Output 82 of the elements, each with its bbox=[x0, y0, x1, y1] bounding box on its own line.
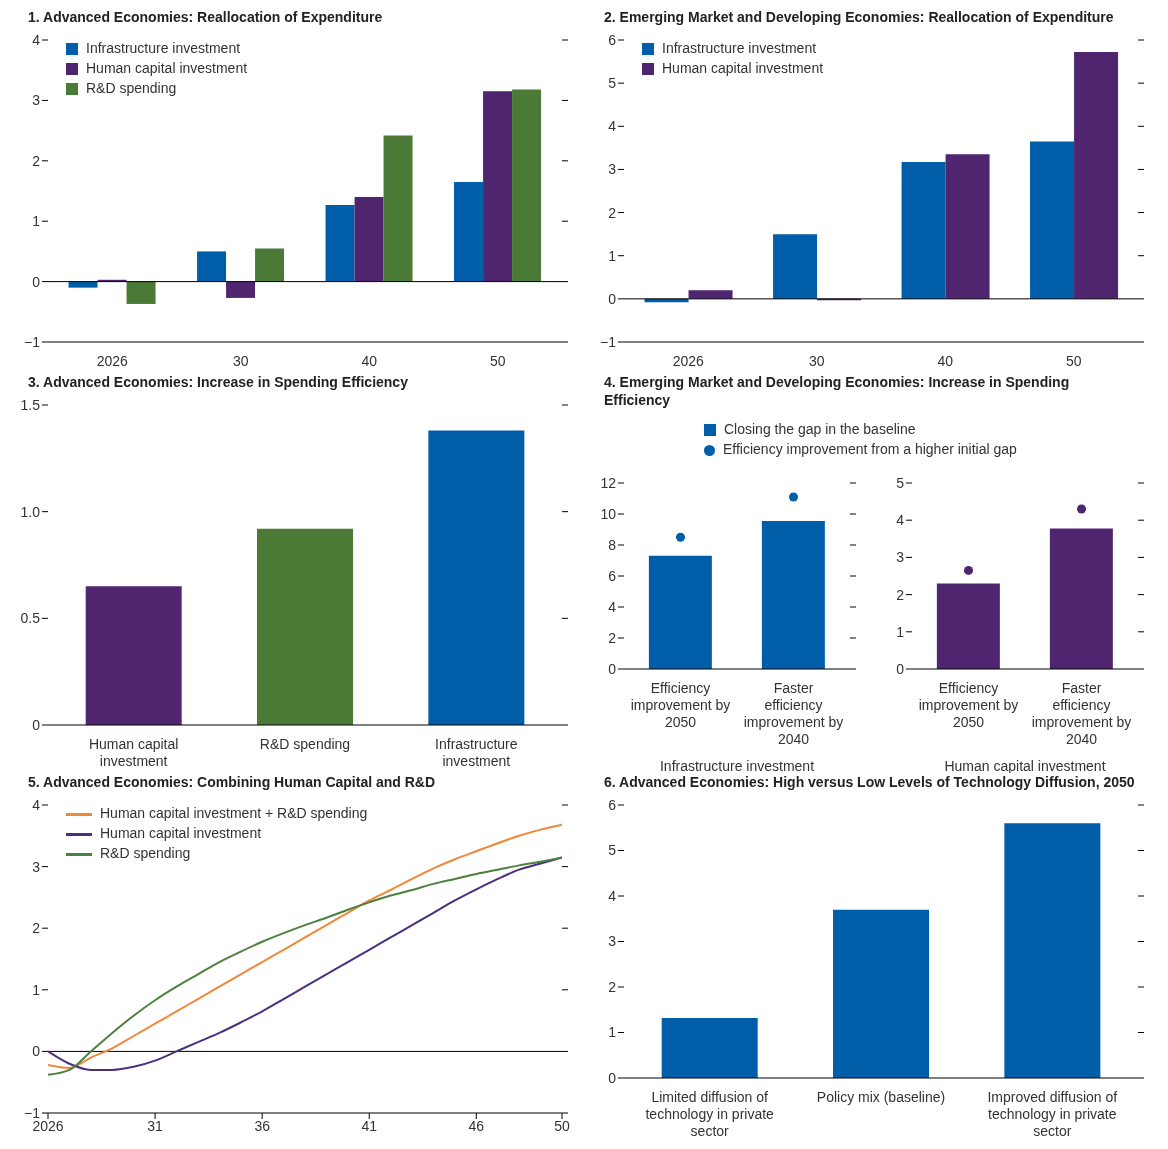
y-tick-label: 0 bbox=[32, 1043, 41, 1060]
x-tick-label: Human capital investment bbox=[88, 736, 179, 769]
y-tick-label: 0.5 bbox=[20, 610, 41, 627]
y-tick-label: 2 bbox=[32, 152, 41, 169]
y-tick-label: 3 bbox=[32, 92, 41, 109]
legend-label: Closing the gap in the baseline bbox=[723, 420, 917, 439]
legend-label: R&D spending bbox=[99, 844, 192, 863]
y-tick-label: 3 bbox=[608, 933, 617, 950]
chart-title: 2. Emerging Market and Developing Economies: Reallocation of Expenditure bbox=[603, 8, 1115, 27]
x-tick-label: Infrastructure investment bbox=[435, 736, 518, 769]
x-tick-label: 50 bbox=[489, 353, 506, 369]
x-tick-label: 50 bbox=[554, 1117, 570, 1134]
legend-label: Infrastructure investment bbox=[85, 39, 242, 58]
x-tick-label: 31 bbox=[147, 1117, 164, 1134]
y-tick-label: 4 bbox=[32, 796, 41, 813]
x-tick-label: R&D spending bbox=[259, 736, 351, 752]
y-tick-label: 2 bbox=[32, 920, 41, 937]
y-tick-label: 2 bbox=[608, 978, 617, 995]
y-tick-label: 1 bbox=[32, 981, 41, 998]
y-tick-label: 5 bbox=[608, 842, 617, 859]
x-tick-label: 2026 bbox=[672, 353, 705, 369]
y-tick-label: 1 bbox=[896, 623, 905, 640]
y-tick-label: 4 bbox=[896, 512, 905, 529]
x-tick-label: 50 bbox=[1065, 353, 1082, 369]
y-tick-label: 4 bbox=[608, 118, 617, 135]
x-tick-label: Efficiency improvement by 2050 bbox=[918, 680, 1019, 730]
legend-label: Human capital investment bbox=[85, 59, 248, 78]
y-tick-label: 5 bbox=[896, 474, 905, 491]
y-tick-label: 6 bbox=[608, 796, 617, 813]
x-tick-label: 30 bbox=[808, 353, 825, 369]
x-tick-label: 30 bbox=[232, 353, 249, 369]
legend-label: Human capital investment + R&D spending bbox=[99, 804, 368, 823]
y-tick-label: 2 bbox=[608, 629, 617, 646]
y-tick-label: 2 bbox=[608, 204, 617, 221]
y-tick-label: 4 bbox=[32, 31, 41, 48]
x-tick-label: Policy mix (baseline) bbox=[816, 1089, 946, 1105]
y-tick-label: 4 bbox=[608, 887, 617, 904]
x-tick-label: 40 bbox=[361, 353, 378, 369]
x-tick-label: Improved diffusion of technology in private sector bbox=[987, 1089, 1118, 1139]
legend-label: Efficiency improvement from a higher initial gap bbox=[722, 440, 1017, 459]
legend-label: R&D spending bbox=[85, 79, 178, 98]
x-tick-label: Limited diffusion of technology in private sector bbox=[645, 1089, 775, 1139]
x-tick-label: 40 bbox=[937, 353, 954, 369]
x-tick-label: 2026 bbox=[96, 353, 129, 369]
legend-label: Infrastructure investment bbox=[661, 39, 818, 58]
y-tick-label: 1.0 bbox=[20, 503, 41, 520]
y-tick-label: 3 bbox=[32, 858, 41, 875]
legend-label: Human capital investment bbox=[661, 59, 824, 78]
y-tick-label: 0 bbox=[32, 716, 41, 733]
y-tick-label: 2 bbox=[896, 586, 905, 603]
chart-title: 3. Advanced Economies: Increase in Spending Efficiency bbox=[27, 373, 409, 392]
x-tick-label: Faster efficiency improvement by 2040 bbox=[1031, 680, 1132, 747]
y-tick-label: 1 bbox=[32, 213, 41, 230]
y-tick-label: 8 bbox=[608, 536, 617, 553]
y-tick-label: −1 bbox=[24, 333, 41, 350]
x-tick-label: Efficiency improvement by 2050 bbox=[630, 680, 731, 730]
chart-title: 5. Advanced Economies: Combining Human Capital and R&D bbox=[27, 773, 437, 792]
x-tick-label: 46 bbox=[468, 1117, 485, 1134]
y-tick-label: 6 bbox=[608, 567, 617, 584]
y-tick-label: 12 bbox=[600, 474, 617, 491]
chart-title: 4. Emerging Market and Developing Economies: Increase in Spending Efficiency bbox=[603, 373, 1071, 409]
x-tick-label: Faster efficiency improvement by 2040 bbox=[743, 680, 844, 747]
y-tick-label: 4 bbox=[608, 598, 617, 615]
chart-title: 6. Advanced Economies: High versus Low Levels of Technology Diffusion, 2050 bbox=[603, 773, 1136, 792]
chart-title: 1. Advanced Economies: Reallocation of Expenditure bbox=[27, 8, 384, 27]
x-tick-label: 41 bbox=[361, 1117, 378, 1134]
y-tick-label: 6 bbox=[608, 31, 617, 48]
y-tick-label: 5 bbox=[608, 75, 617, 92]
legend-label: Human capital investment bbox=[99, 824, 263, 843]
y-tick-label: 1.5 bbox=[20, 396, 41, 413]
y-tick-label: 1 bbox=[608, 1024, 617, 1041]
y-tick-label: 1 bbox=[608, 247, 617, 264]
y-tick-label: 0 bbox=[608, 1069, 617, 1086]
y-tick-label: 3 bbox=[608, 161, 617, 178]
y-tick-label: 0 bbox=[608, 290, 617, 307]
y-tick-label: 0 bbox=[32, 273, 41, 290]
y-tick-label: 10 bbox=[600, 505, 617, 522]
x-tick-label: 36 bbox=[254, 1117, 271, 1134]
y-tick-label: 0 bbox=[896, 660, 905, 677]
y-tick-label: −1 bbox=[600, 333, 617, 350]
y-tick-label: 3 bbox=[896, 549, 905, 566]
y-tick-label: 0 bbox=[608, 660, 617, 677]
